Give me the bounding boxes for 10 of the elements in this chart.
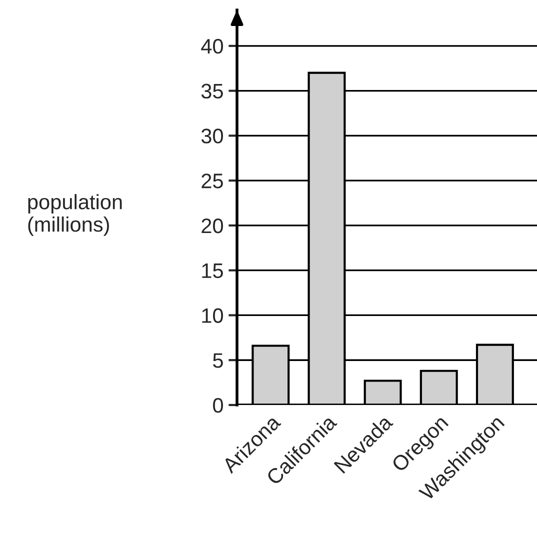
y-tick-label: 30 xyxy=(201,128,223,144)
y-tick-label: 10 xyxy=(202,308,223,323)
y-tick-label: 15 xyxy=(202,264,223,278)
y-tick-label: 35 xyxy=(201,84,223,99)
y-tick-label: 20 xyxy=(202,218,223,234)
y-tick-label: 0 xyxy=(213,398,223,413)
y-tick-label: 40 xyxy=(201,38,223,54)
y-tick-label: 25 xyxy=(202,174,223,188)
y-axis-title: population (millions) xyxy=(28,194,122,236)
y-tick-label: 5 xyxy=(213,353,223,368)
